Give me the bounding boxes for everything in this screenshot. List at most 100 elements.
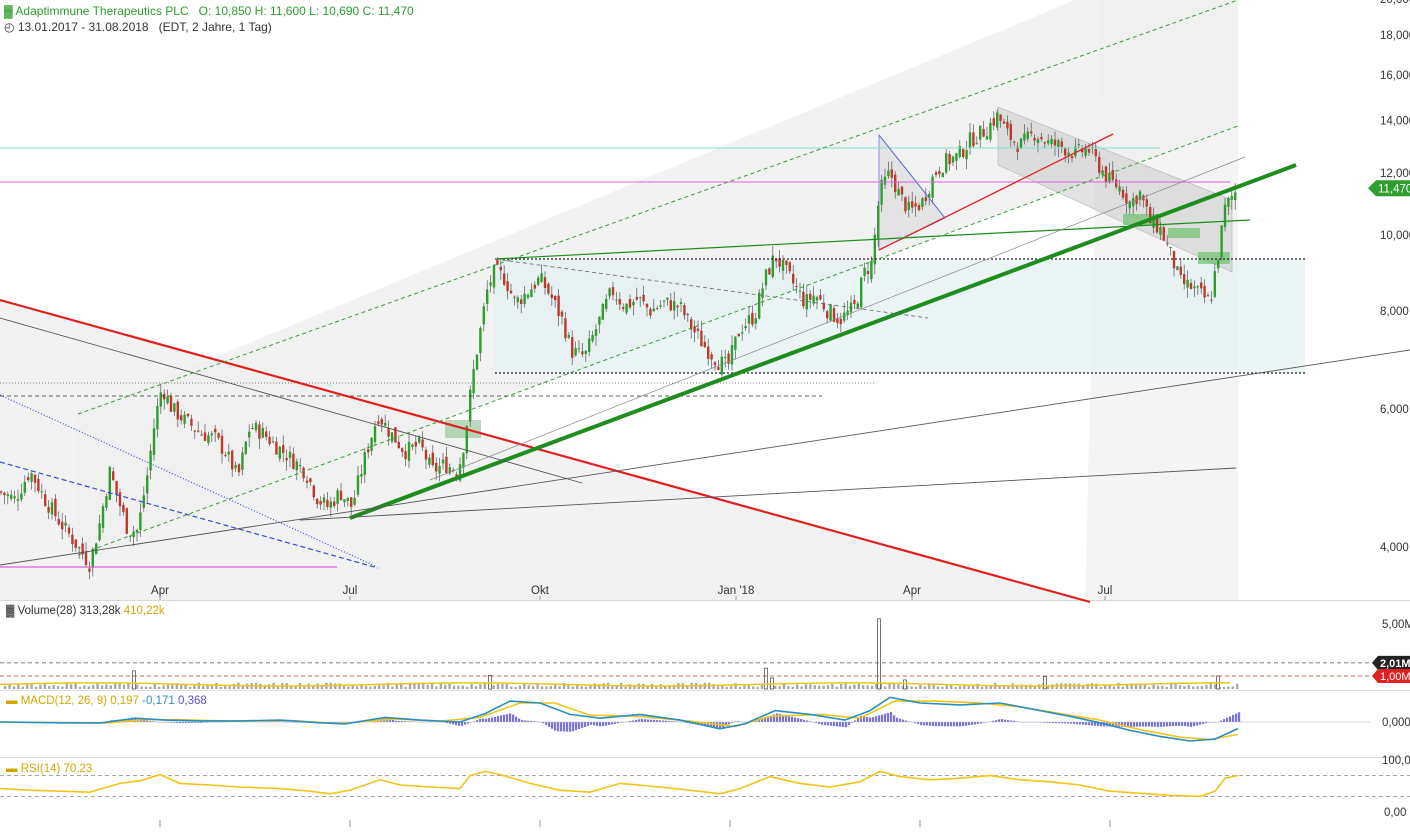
volume-bar xyxy=(668,685,671,689)
volume-bar xyxy=(1178,685,1182,689)
volume-bar xyxy=(386,682,390,689)
candle-body xyxy=(441,459,445,464)
candle-body xyxy=(224,455,227,457)
macd-histogram-bar xyxy=(593,722,596,726)
volume-bar xyxy=(813,685,816,689)
volume-bar xyxy=(56,686,60,689)
candle-body xyxy=(472,369,475,394)
volume-bar xyxy=(897,684,900,689)
candle-body xyxy=(135,529,139,533)
candle-body xyxy=(768,268,771,275)
macd-histogram-bar xyxy=(272,721,275,722)
volume-bar xyxy=(848,685,852,689)
macd-histogram-bar xyxy=(449,722,452,724)
rsi-legend[interactable]: ▬ RSI(14) 70,23 xyxy=(6,763,92,775)
candle-body xyxy=(214,428,217,433)
candle-body xyxy=(54,498,57,517)
macd-histogram-bar xyxy=(1046,722,1049,723)
candle-body xyxy=(125,508,128,534)
macd-histogram-bar xyxy=(452,722,455,725)
candle-body xyxy=(564,318,567,339)
macd-histogram-bar xyxy=(662,720,665,722)
candle-body xyxy=(462,453,465,468)
candle-body xyxy=(809,293,812,300)
candle-body xyxy=(747,315,751,324)
volume-bar xyxy=(74,682,77,689)
candle-body xyxy=(1213,271,1216,297)
volume-bar xyxy=(400,682,403,689)
candle-body xyxy=(23,482,26,493)
macd-histogram-bar xyxy=(524,720,527,722)
candle-body xyxy=(594,329,598,336)
volume-bar xyxy=(430,683,434,689)
candle-body xyxy=(676,305,679,308)
candle-body xyxy=(945,153,948,173)
candle-body xyxy=(1223,204,1227,228)
macd-histogram-bar xyxy=(914,722,917,724)
candle-body xyxy=(652,308,655,312)
candle-body xyxy=(200,434,203,436)
macd-histogram-bar xyxy=(731,722,734,723)
volume-spike-bar xyxy=(132,670,136,690)
macd-histogram-bar xyxy=(668,720,671,722)
candle-body xyxy=(1016,146,1019,152)
volume-bar xyxy=(628,684,632,689)
volume-bar xyxy=(721,684,724,689)
candle-body xyxy=(1087,149,1091,153)
macd-histogram-bar xyxy=(983,722,986,723)
volume-spike-bar xyxy=(764,667,768,690)
volume-bar xyxy=(109,685,112,689)
volume-bar xyxy=(153,683,156,689)
candle-body xyxy=(662,300,666,302)
candle-body xyxy=(156,406,159,430)
volume-bar xyxy=(919,685,922,689)
macd-legend[interactable]: ▬ MACD(12, 26, 9) 0,197 -0,171 0,368 xyxy=(6,695,207,707)
bar-chart-icon: ▓ xyxy=(6,605,15,617)
candle-body xyxy=(438,466,441,474)
macd-histogram-bar xyxy=(485,718,488,722)
volume-bar xyxy=(1152,684,1155,689)
candle-body xyxy=(363,452,366,475)
macd-histogram-bar xyxy=(1001,719,1004,722)
macd-histogram-bar xyxy=(581,722,584,728)
volume-bar xyxy=(549,686,552,689)
rsi-tick-label: 0,00 xyxy=(1384,807,1406,819)
volume-bar xyxy=(426,684,429,689)
volume-bar xyxy=(87,686,90,689)
macd-histogram-bar xyxy=(392,720,395,722)
volume-legend[interactable]: ▓ Volume(28) 313,28k 410,22k xyxy=(6,605,165,617)
macd-histogram-bar xyxy=(488,718,491,722)
volume-bar xyxy=(857,683,860,689)
candle-body xyxy=(271,441,275,443)
candle-body xyxy=(703,341,706,348)
volume-bar xyxy=(232,684,236,689)
date-tick-label: Apr xyxy=(903,585,921,597)
macd-histogram-bar xyxy=(896,717,899,722)
macd-histogram-bar xyxy=(632,720,635,722)
candle-body xyxy=(197,430,200,432)
macd-histogram-bar xyxy=(644,719,647,722)
candle-body xyxy=(373,426,377,443)
macd-histogram-bar xyxy=(395,720,398,722)
volume-bar xyxy=(391,686,394,689)
macd-histogram-bar xyxy=(845,722,848,728)
macd-histogram-bar xyxy=(1079,722,1082,725)
candle-body xyxy=(628,299,632,308)
volume-bar xyxy=(527,685,530,689)
volume-bar xyxy=(831,684,834,689)
macd-histogram-bar xyxy=(1199,722,1202,725)
candle-body xyxy=(20,493,23,500)
volume-bar xyxy=(941,686,944,689)
volume-bar xyxy=(294,686,297,689)
volume-bar xyxy=(457,685,460,689)
macd-histogram-bar xyxy=(497,716,500,722)
volume-bar xyxy=(1112,686,1116,689)
candle-body xyxy=(1132,198,1135,207)
volume-bar xyxy=(840,684,843,689)
volume-bar xyxy=(712,683,715,689)
candle-body xyxy=(890,169,893,178)
candle-body xyxy=(642,294,645,302)
candle-body xyxy=(924,197,927,202)
